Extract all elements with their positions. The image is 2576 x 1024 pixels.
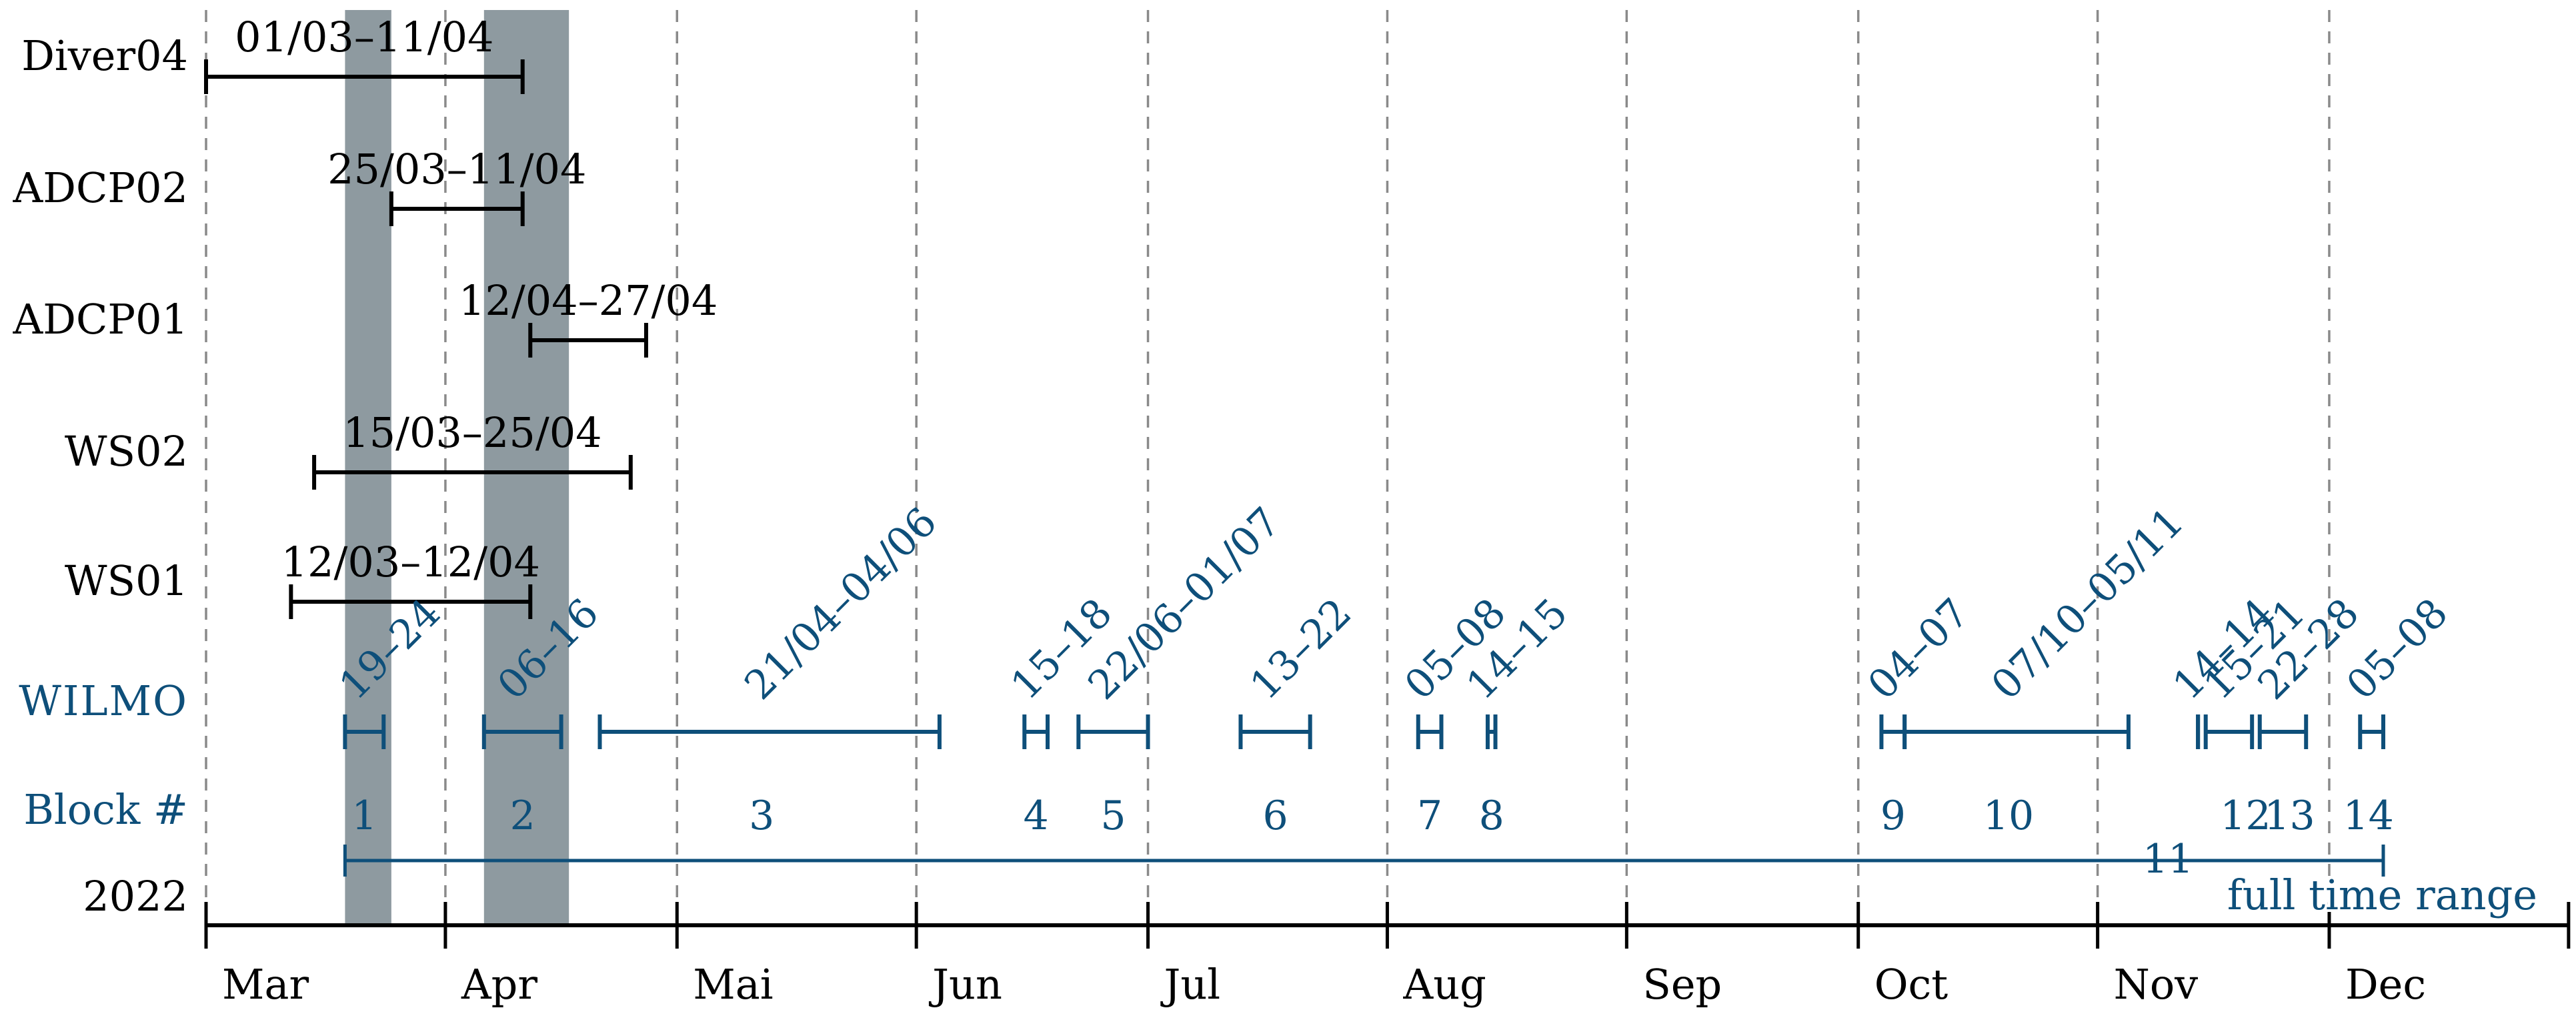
block-number-12: 12 — [2220, 793, 2271, 839]
block-number-3: 3 — [749, 793, 774, 839]
range-label-ws01: 12/03–12/04 — [281, 538, 540, 586]
wilmo-segment-7 — [1416, 714, 1444, 749]
range-bar-ws01 — [289, 584, 533, 619]
full-range-bar — [343, 845, 2385, 877]
wilmo-segment-6 — [1238, 714, 1312, 749]
row-label-ws02: WS02 — [65, 427, 188, 476]
x-tick-label-mai: Mai — [693, 960, 773, 1009]
block-number-13: 13 — [2264, 793, 2315, 839]
wilmo-segment-label-6: 13–22 — [1242, 590, 1361, 709]
x-tick-label-dec: Dec — [2345, 960, 2426, 1009]
wilmo-segment-label-10: 07/10–05/11 — [1983, 498, 2193, 708]
block-number-4: 4 — [1024, 793, 1049, 839]
x-tick-label-oct: Oct — [1874, 960, 1949, 1009]
wilmo-segment-13 — [2257, 714, 2309, 749]
wilmo-segment-1 — [343, 714, 386, 749]
range-label-adcp02: 25/03–11/04 — [327, 145, 586, 193]
wilmo-segment-10 — [1902, 714, 2131, 749]
shaded-range-1 — [345, 10, 391, 925]
year-label: 2022 — [83, 872, 188, 921]
range-bar-ws02 — [312, 455, 633, 490]
full-time-range: full time range — [343, 845, 2540, 922]
block-number-9: 9 — [1880, 793, 1906, 839]
block-number-5: 5 — [1100, 793, 1126, 839]
wilmo-segment-4 — [1022, 714, 1050, 749]
range-label-adcp01: 12/04–27/04 — [459, 276, 718, 325]
range-bar-adcp02 — [389, 191, 525, 226]
wilmo-segment-3 — [597, 714, 942, 749]
x-tick-label-jul: Jul — [1160, 960, 1221, 1009]
wilmo-segment-8 — [1485, 714, 1498, 749]
x-tick-label-nov: Nov — [2114, 960, 2199, 1009]
full-range-label: full time range — [2227, 871, 2537, 919]
wilmo-segment-14 — [2358, 714, 2385, 749]
x-tick-label-jun: Jun — [928, 960, 1002, 1009]
row-label-adcp01: ADCP01 — [12, 295, 188, 344]
block-number-14: 14 — [2343, 793, 2393, 839]
block-number-2: 2 — [510, 793, 535, 839]
shaded-range-2 — [483, 10, 569, 925]
block-number-8: 8 — [1479, 793, 1504, 839]
x-tick-label-apr: Apr — [461, 960, 537, 1009]
block-number-7: 7 — [1417, 793, 1442, 839]
wilmo-segment-label-9: 04–07 — [1859, 590, 1979, 709]
wilmo-row-label: WILMO — [19, 676, 188, 725]
wilmo-segment-label-3: 21/04–04/06 — [736, 498, 946, 708]
wilmo-segment-label-14: 05–08 — [2338, 590, 2457, 709]
block-number-6: 6 — [1262, 793, 1288, 839]
range-label-diver04: 01/03–11/04 — [235, 13, 493, 61]
row-label-diver04: Diver04 — [21, 31, 188, 80]
month-gridlines — [205, 10, 2331, 925]
x-tick-label-aug: Aug — [1402, 960, 1486, 1009]
range-bar-diver04 — [204, 59, 525, 94]
block-row-label: Block # — [23, 785, 188, 834]
block-number-10: 10 — [1983, 793, 2034, 839]
x-tick-label-sep: Sep — [1642, 960, 1722, 1009]
range-bar-adcp01 — [528, 323, 648, 358]
x-tick-label-mar: Mar — [222, 960, 309, 1009]
row-label-ws01: WS01 — [65, 556, 188, 605]
wilmo-segment-5 — [1076, 714, 1150, 749]
row-label-adcp02: ADCP02 — [12, 163, 188, 212]
shaded-ranges — [345, 10, 569, 925]
wilmo-segment-12 — [2203, 714, 2255, 749]
range-label-ws02: 15/03–25/04 — [343, 408, 601, 457]
instrument-rows: Diver04 01/03–11/04 ADCP02 25/03–11/04 ADCP0… — [12, 13, 718, 619]
wilmo-segment-2 — [481, 714, 563, 749]
wilmo-segment-9 — [1879, 714, 1907, 749]
x-axis: Mar Apr Mai Jun Jul Aug Sep Oct Nov Dec 2022 — [83, 872, 2571, 1009]
block-number-1: 1 — [351, 793, 377, 839]
